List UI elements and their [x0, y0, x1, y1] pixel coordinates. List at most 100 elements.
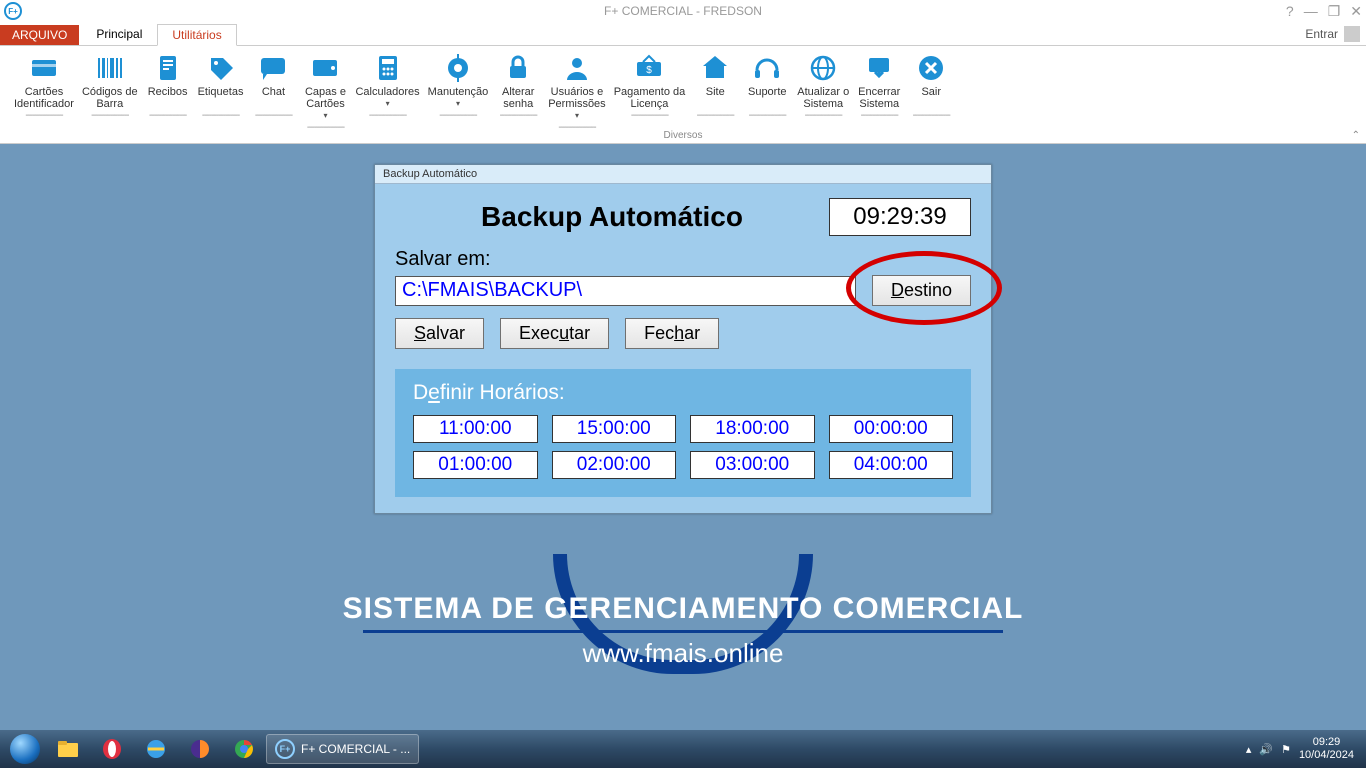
ribbon-item-label: Recibos — [148, 86, 188, 110]
dialog-body: Backup Automático 09:29:39 Salvar em: De… — [375, 184, 991, 513]
tab-principal[interactable]: Principal — [81, 23, 157, 45]
tray-flag-icon[interactable]: ⚑ — [1281, 743, 1291, 756]
ribbon: CartõesIdentificador----------------Códi… — [0, 46, 1366, 144]
ribbon-item-separator: ---------------- — [307, 122, 344, 133]
ribbon-item-label: Sair — [921, 86, 941, 110]
schedule-time-cell[interactable]: 18:00:00 — [690, 415, 815, 443]
ribbon-alterar-senha[interactable]: Alterarsenha---------------- — [492, 50, 544, 123]
taskbar-opera-icon[interactable] — [92, 734, 132, 764]
ribbon-item-label: Manutenção▾ — [428, 86, 489, 110]
tab-arquivo[interactable]: ARQUIVO — [0, 25, 79, 45]
schedule-time-cell[interactable]: 03:00:00 — [690, 451, 815, 479]
window-controls: ? — ❐ ✕ — [1286, 3, 1362, 20]
schedule-grid: 11:00:00 15:00:00 18:00:00 00:00:00 01:00:00… — [413, 415, 953, 479]
taskbar-app-label: F+ COMERCIAL - ... — [301, 742, 410, 756]
card-icon — [28, 52, 60, 84]
ribbon-item-label: CartõesIdentificador — [14, 86, 74, 110]
ribbon-tabs: ARQUIVO Principal Utilitários Entrar — [0, 22, 1366, 46]
schedule-time-cell[interactable]: 15:00:00 — [552, 415, 677, 443]
ribbon-item-separator: ---------------- — [558, 122, 595, 133]
start-button[interactable] — [4, 732, 46, 766]
schedule-time-cell[interactable]: 02:00:00 — [552, 451, 677, 479]
system-tray[interactable]: ▴ 🔊 ⚑ 09:29 10/04/2024 — [1246, 736, 1362, 762]
ribbon-item-label: Capas eCartões▾ — [305, 86, 346, 122]
taskbar-app-task[interactable]: F+ F+ COMERCIAL - ... — [266, 734, 419, 764]
taskbar-date: 10/04/2024 — [1299, 749, 1354, 762]
ribbon-chat[interactable]: Chat---------------- — [247, 50, 299, 123]
tray-chevron-icon[interactable]: ▴ — [1246, 743, 1252, 756]
ribbon-item-label: Códigos deBarra — [82, 86, 138, 110]
ribbon-item-separator: ---------------- — [697, 110, 734, 121]
taskbar-app-icon: F+ — [275, 739, 295, 759]
minimize-icon[interactable]: — — [1304, 3, 1318, 20]
ribbon-recibos[interactable]: Recibos---------------- — [142, 50, 194, 123]
windows-logo-icon — [10, 734, 40, 764]
user-icon — [1344, 26, 1360, 42]
lock-icon — [502, 52, 534, 84]
tray-volume-icon[interactable]: 🔊 — [1259, 743, 1273, 756]
taskbar: F+ F+ COMERCIAL - ... ▴ 🔊 ⚑ 09:29 10/04/… — [0, 730, 1366, 768]
ribbon-item-separator: ---------------- — [202, 110, 239, 121]
ribbon-item-separator: ---------------- — [749, 110, 786, 121]
ribbon-atualizar-o-sistema[interactable]: Atualizar oSistema---------------- — [793, 50, 853, 123]
app-icon: F+ — [4, 2, 22, 20]
tab-utilitarios[interactable]: Utilitários — [157, 24, 236, 46]
taskbar-ie-icon[interactable] — [136, 734, 176, 764]
payment-icon — [633, 52, 665, 84]
ribbon-item-separator: ---------------- — [369, 110, 406, 121]
tags-icon — [205, 52, 237, 84]
fechar-button[interactable]: Fechar — [625, 318, 719, 349]
ribbon-item-label: Alterarsenha — [502, 86, 534, 110]
ribbon-pagamento-da-licenca[interactable]: Pagamento daLicença---------------- — [610, 50, 690, 123]
taskbar-clock[interactable]: 09:29 10/04/2024 — [1299, 736, 1354, 762]
user-icon — [561, 52, 593, 84]
wrench-icon — [442, 52, 474, 84]
globe-icon — [807, 52, 839, 84]
ribbon-capas-e-cartoes[interactable]: Capas eCartões▾---------------- — [299, 50, 351, 135]
ribbon-usuarios-e-permissoes[interactable]: Usuários ePermissões▾---------------- — [544, 50, 609, 135]
executar-button[interactable]: Executar — [500, 318, 609, 349]
ribbon-item-separator: ---------------- — [861, 110, 898, 121]
ribbon-manutencao[interactable]: Manutenção▾---------------- — [424, 50, 493, 123]
ribbon-suporte[interactable]: Suporte---------------- — [741, 50, 793, 123]
dialog-titlebar[interactable]: Backup Automático — [375, 165, 991, 184]
help-icon[interactable]: ? — [1286, 3, 1294, 20]
ribbon-group-label: Diversos — [664, 130, 703, 141]
destino-button[interactable]: Destino — [872, 275, 971, 306]
ribbon-item-label: Usuários ePermissões▾ — [548, 86, 605, 122]
receipt-icon — [152, 52, 184, 84]
ribbon-item-label: Etiquetas — [198, 86, 244, 110]
workspace: SISTEMA DE GERENCIAMENTO COMERCIAL www.f… — [0, 144, 1366, 730]
restore-icon[interactable]: ❐ — [1328, 3, 1341, 20]
signin-area[interactable]: Entrar — [1305, 26, 1360, 42]
ribbon-encerrar-sistema[interactable]: EncerrarSistema---------------- — [853, 50, 905, 123]
ribbon-codigos-de-barra[interactable]: Códigos deBarra---------------- — [78, 50, 142, 123]
salvar-button[interactable]: Salvar — [395, 318, 484, 349]
chat-icon — [257, 52, 289, 84]
schedule-time-cell[interactable]: 01:00:00 — [413, 451, 538, 479]
ribbon-cartoes-identificador[interactable]: CartõesIdentificador---------------- — [10, 50, 78, 123]
schedule-time-cell[interactable]: 04:00:00 — [829, 451, 954, 479]
taskbar-time: 09:29 — [1299, 736, 1354, 749]
close-icon[interactable]: ✕ — [1350, 3, 1362, 20]
destino-label-rest: estino — [904, 280, 952, 300]
ribbon-collapse-icon[interactable]: ⌃ — [1352, 130, 1360, 141]
ribbon-calculadores[interactable]: Calculadores▾---------------- — [351, 50, 423, 123]
ribbon-item-label: Atualizar oSistema — [797, 86, 849, 110]
taskbar-firefox-icon[interactable] — [180, 734, 220, 764]
schedule-time-cell[interactable]: 11:00:00 — [413, 415, 538, 443]
window-titlebar: F+ F+ COMERCIAL - FREDSON ? — ❐ ✕ — [0, 0, 1366, 22]
schedule-time-cell[interactable]: 00:00:00 — [829, 415, 954, 443]
taskbar-explorer-icon[interactable] — [48, 734, 88, 764]
taskbar-chrome-icon[interactable] — [224, 734, 264, 764]
ribbon-item-label: Pagamento daLicença — [614, 86, 686, 110]
ribbon-site[interactable]: Site---------------- — [689, 50, 741, 123]
ribbon-item-separator: ---------------- — [805, 110, 842, 121]
ribbon-sair[interactable]: Sair---------------- — [905, 50, 957, 123]
brand-url: www.fmais.online — [0, 638, 1366, 669]
ribbon-item-separator: ---------------- — [500, 110, 537, 121]
save-path-input[interactable] — [395, 276, 856, 306]
backup-dialog: Backup Automático Backup Automático 09:2… — [374, 164, 992, 514]
brand-divider — [363, 630, 1003, 633]
ribbon-etiquetas[interactable]: Etiquetas---------------- — [194, 50, 248, 123]
